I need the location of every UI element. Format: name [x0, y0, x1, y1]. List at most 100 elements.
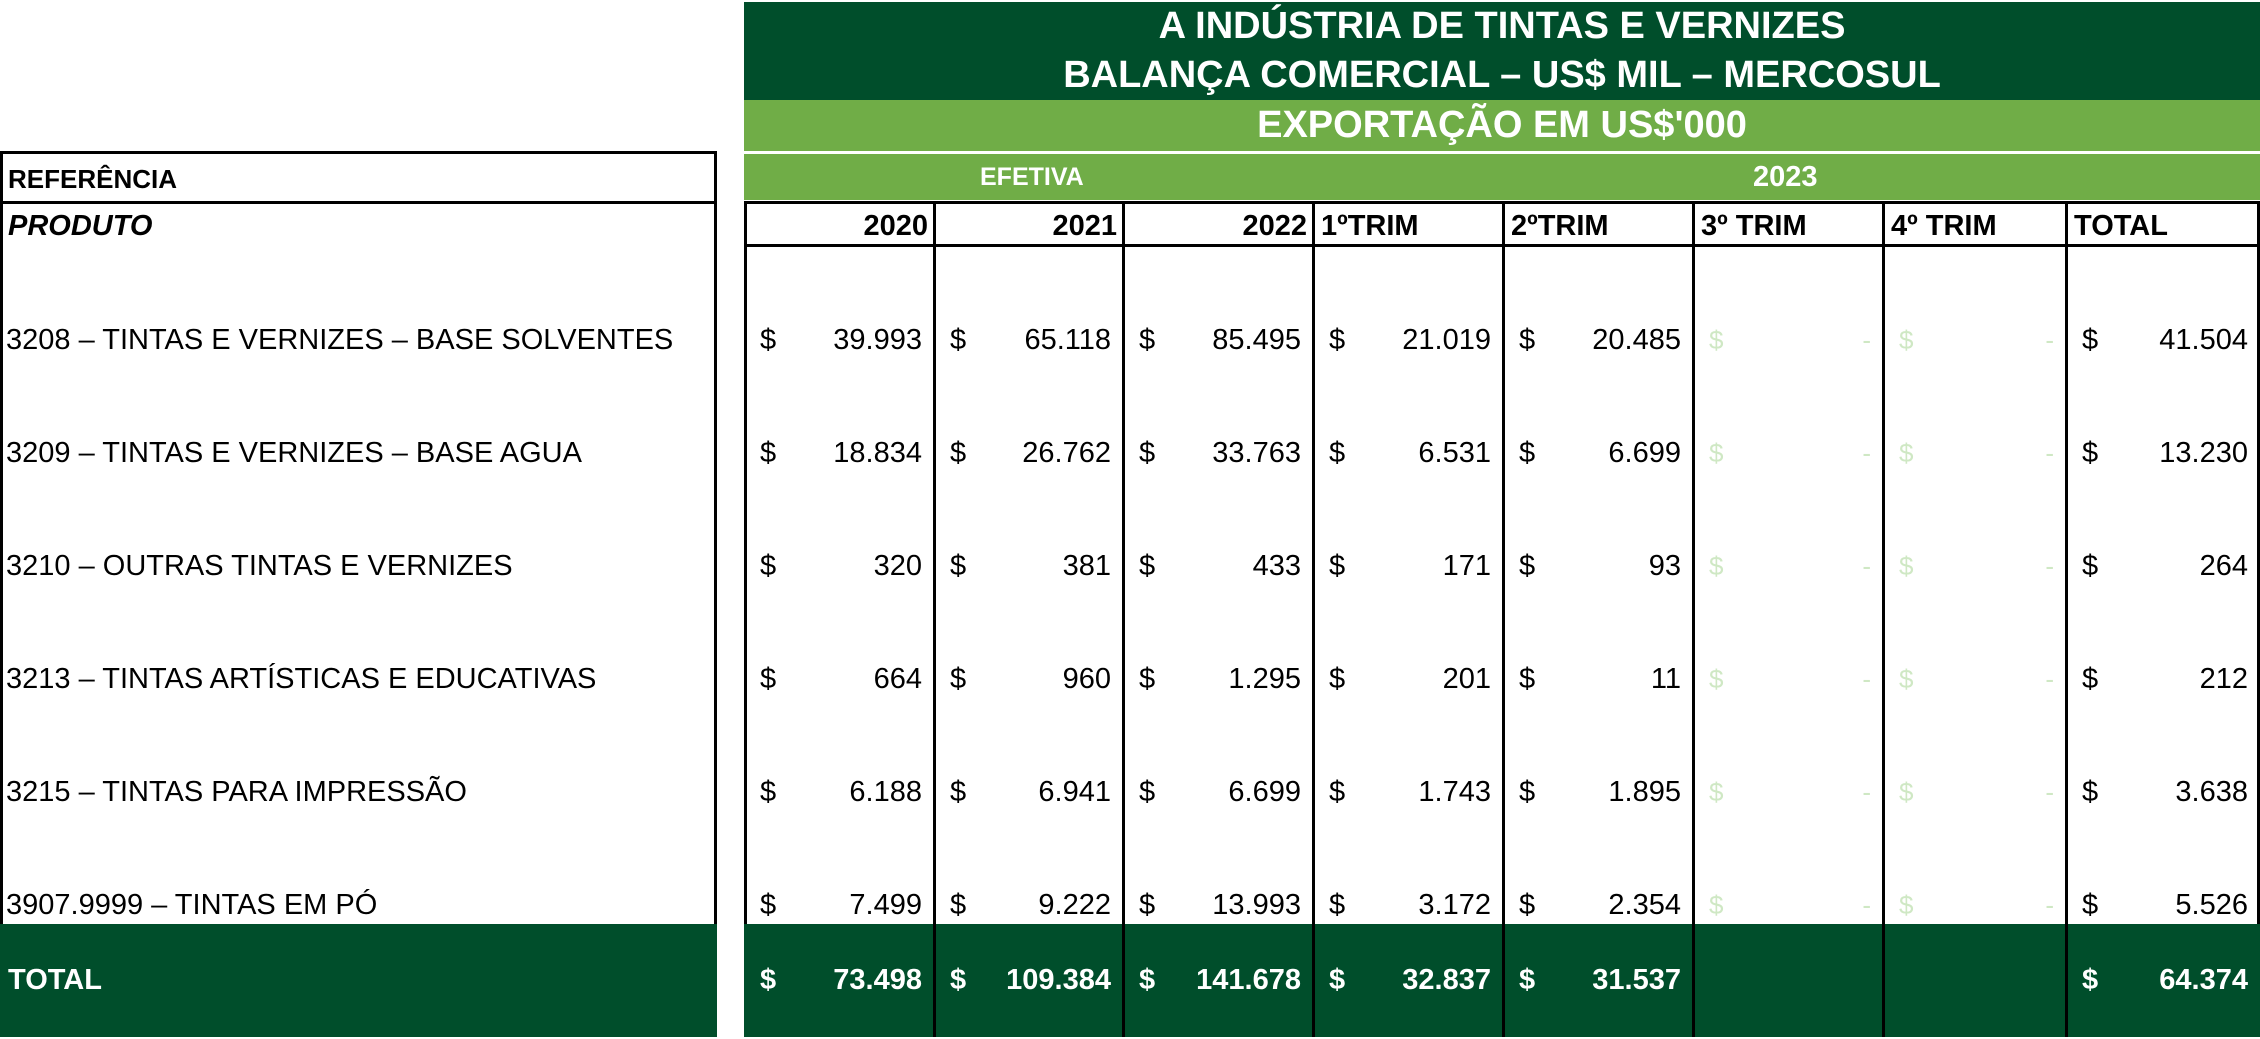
- currency-symbol: $: [1329, 550, 1346, 582]
- currency-symbol: $: [760, 889, 777, 921]
- column-separator: [1122, 203, 1125, 245]
- currency-symbol: $: [1329, 437, 1346, 469]
- value-cell: 201: [1442, 663, 1491, 695]
- year-label: 2023: [1753, 161, 1818, 193]
- currency-symbol: $: [1899, 438, 1914, 468]
- value-cell: 1.895: [1608, 776, 1681, 808]
- currency-symbol: $: [2082, 437, 2099, 469]
- value-cell: 664: [873, 663, 922, 695]
- value-cell: 93: [1648, 550, 1681, 582]
- column-separator: [1312, 244, 1315, 1037]
- value-cell: -: [2045, 551, 2054, 581]
- value-cell: -: [2045, 777, 2054, 807]
- currency-symbol: $: [2082, 889, 2099, 921]
- currency-symbol: $: [1899, 325, 1914, 355]
- column-header: 1ºTRIM: [1321, 210, 1419, 242]
- currency-symbol: $: [950, 324, 967, 356]
- currency-symbol: $: [1899, 777, 1914, 807]
- table-top-border: [744, 201, 2260, 204]
- currency-symbol: $: [1139, 776, 1156, 808]
- total-row-left-band: [0, 924, 717, 1037]
- value-cell: 960: [1062, 663, 1111, 695]
- column-header: 2020: [863, 210, 928, 242]
- column-separator: [1882, 203, 1885, 245]
- export-title: EXPORTAÇÃO EM US$'000: [744, 100, 2260, 151]
- value-cell: 212: [2199, 663, 2248, 695]
- column-separator: [1882, 244, 1885, 1037]
- currency-symbol: $: [1899, 890, 1914, 920]
- currency-symbol: $: [1139, 324, 1156, 356]
- currency-symbol: $: [1899, 664, 1914, 694]
- currency-symbol: $: [2082, 324, 2099, 356]
- currency-symbol: $: [1139, 889, 1156, 921]
- value-cell: -: [1862, 551, 1871, 581]
- column-header: 4º TRIM: [1891, 210, 1997, 242]
- currency-symbol: $: [1519, 776, 1536, 808]
- report-title-line1: A INDÚSTRIA DE TINTAS E VERNIZES: [1158, 5, 1846, 47]
- currency-symbol: $: [1709, 325, 1724, 355]
- column-header: 2021: [1052, 210, 1117, 242]
- column-separator: [1692, 203, 1695, 245]
- column-header: 3º TRIM: [1701, 210, 1807, 242]
- currency-symbol: $: [760, 324, 777, 356]
- currency-symbol: $: [950, 437, 967, 469]
- referencia-label: REFERÊNCIA: [8, 164, 178, 194]
- value-cell: 7.499: [849, 889, 922, 921]
- column-header: 2ºTRIM: [1511, 210, 1609, 242]
- value-cell: 41.504: [2159, 324, 2248, 356]
- column-separator: [1312, 203, 1315, 245]
- value-cell: -: [2045, 664, 2054, 694]
- value-cell: -: [1862, 325, 1871, 355]
- value-cell: 433: [1252, 550, 1301, 582]
- currency-symbol: $: [1139, 550, 1156, 582]
- value-cell: 3.172: [1418, 889, 1491, 921]
- currency-symbol: $: [760, 776, 777, 808]
- total-currency-symbol: $: [950, 964, 967, 996]
- column-separator: [1122, 244, 1125, 1037]
- column-separator: [1692, 244, 1695, 1037]
- report-title-line2: BALANÇA COMERCIAL – US$ MIL – MERCOSUL: [1063, 54, 1941, 96]
- currency-symbol: $: [1709, 551, 1724, 581]
- column-header: TOTAL: [2074, 210, 2168, 242]
- currency-symbol: $: [950, 663, 967, 695]
- value-cell: 171: [1442, 550, 1491, 582]
- value-cell: 26.762: [1022, 437, 1111, 469]
- column-separator: [1502, 203, 1505, 245]
- value-cell: 13.230: [2159, 437, 2248, 469]
- currency-symbol: $: [1709, 890, 1724, 920]
- value-cell: 20.485: [1592, 324, 1681, 356]
- value-cell: -: [1862, 438, 1871, 468]
- currency-symbol: $: [950, 889, 967, 921]
- value-cell: -: [2045, 438, 2054, 468]
- currency-symbol: $: [1329, 889, 1346, 921]
- currency-symbol: $: [760, 663, 777, 695]
- value-cell: 21.019: [1402, 324, 1491, 356]
- value-cell: 6.699: [1608, 437, 1681, 469]
- product-name: 3907.9999 – TINTAS EM PÓ: [6, 889, 378, 921]
- currency-symbol: $: [1519, 663, 1536, 695]
- value-cell: -: [1862, 777, 1871, 807]
- total-label: TOTAL: [8, 964, 102, 996]
- currency-symbol: $: [1709, 777, 1724, 807]
- total-value: 32.837: [1402, 964, 1491, 996]
- currency-symbol: $: [950, 550, 967, 582]
- value-cell: 2.354: [1608, 889, 1681, 921]
- currency-symbol: $: [1329, 776, 1346, 808]
- product-name: 3215 – TINTAS PARA IMPRESSÃO: [6, 776, 467, 808]
- value-cell: 33.763: [1212, 437, 1301, 469]
- currency-symbol: $: [1709, 664, 1724, 694]
- value-cell: 3.638: [2175, 776, 2248, 808]
- total-value: 141.678: [1196, 964, 1301, 996]
- currency-symbol: $: [1519, 550, 1536, 582]
- value-cell: 5.526: [2175, 889, 2248, 921]
- total-currency-symbol: $: [1329, 964, 1346, 996]
- value-cell: 381: [1062, 550, 1111, 582]
- value-cell: 85.495: [1212, 324, 1301, 356]
- currency-symbol: $: [1329, 663, 1346, 695]
- product-name: 3208 – TINTAS E VERNIZES – BASE SOLVENTE…: [6, 324, 674, 356]
- produto-label: PRODUTO: [8, 210, 153, 242]
- currency-symbol: $: [2082, 663, 2099, 695]
- column-separator: [2065, 244, 2068, 1037]
- currency-symbol: $: [1139, 663, 1156, 695]
- column-separator: [933, 203, 936, 245]
